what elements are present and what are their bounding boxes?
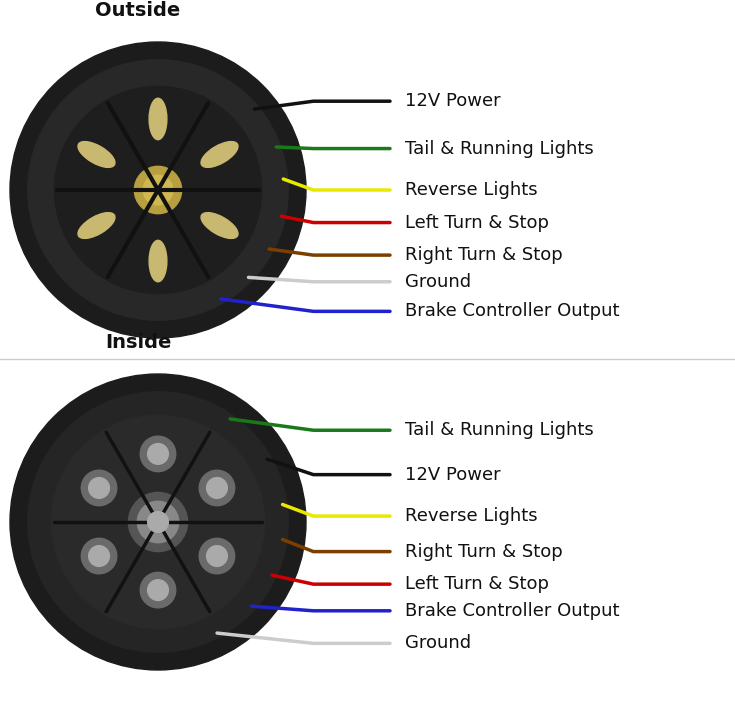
Circle shape — [82, 470, 117, 505]
Circle shape — [137, 501, 179, 543]
Text: Ground: Ground — [405, 635, 471, 652]
Ellipse shape — [149, 98, 167, 140]
Text: Brake Controller Output: Brake Controller Output — [405, 602, 620, 619]
Circle shape — [89, 546, 110, 566]
Circle shape — [10, 374, 306, 670]
Text: Tail & Running Lights: Tail & Running Lights — [405, 422, 594, 440]
Circle shape — [135, 166, 182, 214]
Circle shape — [199, 538, 234, 574]
Circle shape — [140, 436, 176, 472]
Circle shape — [89, 478, 110, 498]
Circle shape — [140, 572, 176, 608]
Text: Right Turn & Stop: Right Turn & Stop — [405, 543, 563, 561]
Circle shape — [54, 87, 262, 293]
Circle shape — [148, 580, 168, 600]
Text: Left Turn & Stop: Left Turn & Stop — [405, 214, 549, 232]
Circle shape — [10, 42, 306, 338]
Text: Reverse Lights: Reverse Lights — [405, 181, 537, 199]
Text: 12V Power: 12V Power — [405, 92, 501, 110]
Circle shape — [82, 538, 117, 574]
Text: 12V Power: 12V Power — [405, 465, 501, 484]
Circle shape — [28, 391, 288, 652]
Text: Ground: Ground — [405, 272, 471, 291]
Text: Brake Controller Output: Brake Controller Output — [405, 303, 620, 320]
Text: Reverse Lights: Reverse Lights — [405, 507, 537, 525]
Circle shape — [51, 415, 265, 629]
Circle shape — [129, 493, 187, 551]
Circle shape — [148, 512, 168, 532]
Text: Inside: Inside — [105, 333, 171, 352]
Circle shape — [143, 175, 173, 205]
Text: Tail & Running Lights: Tail & Running Lights — [405, 140, 594, 158]
Circle shape — [28, 60, 288, 320]
Ellipse shape — [78, 213, 115, 239]
Ellipse shape — [149, 240, 167, 282]
Circle shape — [148, 444, 168, 465]
Text: Outside: Outside — [96, 1, 181, 20]
Ellipse shape — [201, 213, 238, 239]
Text: Right Turn & Stop: Right Turn & Stop — [405, 246, 563, 264]
Circle shape — [207, 546, 227, 566]
Ellipse shape — [78, 141, 115, 167]
Circle shape — [199, 470, 234, 505]
Circle shape — [207, 478, 227, 498]
Text: Left Turn & Stop: Left Turn & Stop — [405, 575, 549, 593]
Ellipse shape — [201, 141, 238, 167]
